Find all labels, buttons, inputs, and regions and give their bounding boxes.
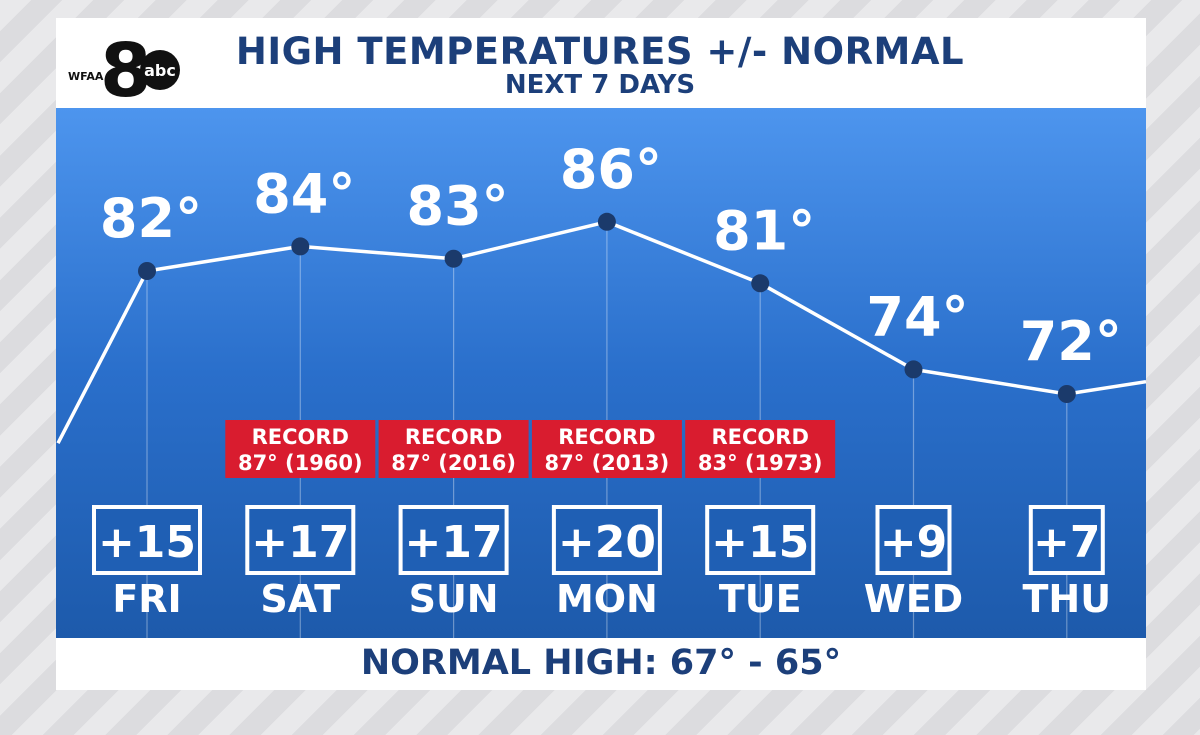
svg-text:abc: abc <box>144 61 176 80</box>
day-label-tue: TUE <box>719 577 802 621</box>
day-label-sun: SUN <box>409 577 499 621</box>
day-label-thu: THU <box>1023 577 1112 621</box>
anomaly-box-wed <box>875 505 952 575</box>
anomaly-box-fri <box>92 505 202 575</box>
anomaly-box-tue <box>705 505 816 575</box>
day-label-wed: WED <box>864 577 963 621</box>
temp-label-tue: 81° <box>713 199 815 262</box>
temp-label-sat: 84° <box>253 162 355 225</box>
temp-label-thu: 72° <box>1020 310 1122 373</box>
temp-label-wed: 74° <box>866 285 968 348</box>
anomaly-box-mon <box>551 505 662 575</box>
data-point-sat <box>291 237 310 256</box>
normal-high-label: NORMAL HIGH: 67° - 65° <box>360 643 842 683</box>
anomaly-value-mon: +20 <box>558 517 656 568</box>
data-point-thu <box>1057 385 1076 403</box>
day-label-sat: SAT <box>260 577 340 621</box>
logo-text: WFAA <box>68 70 104 83</box>
data-point-wed <box>904 360 923 379</box>
day-label-mon: MON <box>556 577 658 621</box>
anomaly-value-thu: +7 <box>1033 517 1100 568</box>
record-value: 87° (2016) <box>391 451 516 475</box>
chart-subtitle: NEXT 7 DAYS <box>504 70 696 100</box>
chart-title: HIGH TEMPERATURES +/- NORMAL <box>235 30 965 73</box>
temp-label-sun: 83° <box>407 175 509 238</box>
record-label: RECORD <box>558 425 655 449</box>
anomaly-value-sat: +17 <box>251 517 349 568</box>
anomaly-value-tue: +15 <box>711 517 809 568</box>
temp-label-fri: 82° <box>100 187 202 250</box>
record-badge-tue <box>685 420 836 478</box>
anomaly-box-sat <box>245 505 356 575</box>
temp-label-mon: 86° <box>560 138 662 201</box>
anomaly-value-fri: +15 <box>98 517 196 568</box>
data-point-tue <box>751 274 770 293</box>
wfaa-logo: WFAA 8 abc <box>64 28 194 114</box>
anomaly-box-sun <box>398 505 509 575</box>
record-badge-sat <box>225 420 376 478</box>
data-point-mon <box>597 212 616 231</box>
record-value: 87° (2013) <box>545 451 670 475</box>
record-badge-sun <box>378 420 529 478</box>
record-label: RECORD <box>712 425 809 449</box>
temperature-line <box>56 220 1147 445</box>
record-value: 87° (1960) <box>238 451 363 475</box>
day-label-fri: FRI <box>112 577 181 621</box>
record-value: 83° (1973) <box>698 451 823 475</box>
anomaly-value-wed: +9 <box>880 517 947 568</box>
abc-logo-icon: abc <box>140 50 180 90</box>
record-badge-mon <box>531 420 682 478</box>
data-point-sun <box>444 249 463 268</box>
record-label: RECORD <box>405 425 502 449</box>
anomaly-value-sun: +17 <box>405 517 503 568</box>
anomaly-box-thu <box>1028 505 1105 575</box>
record-label: RECORD <box>252 425 349 449</box>
data-point-fri <box>138 262 156 280</box>
